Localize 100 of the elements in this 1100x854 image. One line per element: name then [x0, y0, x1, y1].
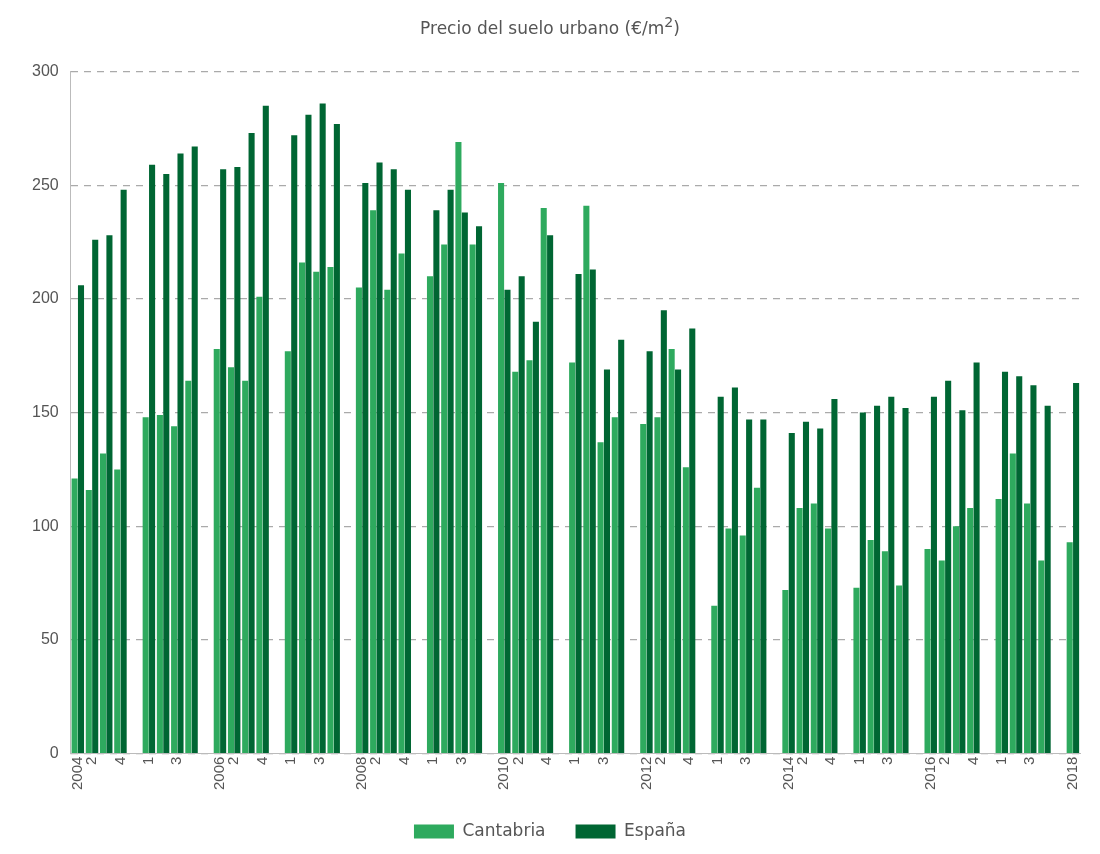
- bar: [433, 210, 440, 754]
- bar: [163, 173, 170, 754]
- bar: [938, 560, 945, 754]
- bar: [455, 142, 462, 754]
- bar: [92, 239, 99, 754]
- bar: [120, 189, 127, 754]
- x-tick-label: 1: [991, 756, 1009, 765]
- bar: [930, 396, 937, 754]
- bar: [398, 253, 405, 754]
- bar: [100, 453, 107, 754]
- x-tick-label: 3: [167, 756, 185, 765]
- bar: [191, 146, 198, 754]
- x-tick-label: 3: [309, 756, 327, 765]
- bar: [874, 405, 881, 754]
- bar: [788, 433, 795, 754]
- bar: [1009, 453, 1016, 754]
- bar: [512, 371, 519, 754]
- bar: [973, 362, 980, 754]
- bar: [1038, 560, 1045, 754]
- bar: [583, 205, 590, 754]
- x-tick-label: 1: [281, 756, 299, 765]
- bar: [333, 123, 340, 754]
- x-tick-label: 4: [394, 756, 412, 765]
- bar: [327, 267, 334, 754]
- x-tick-label: 2018: [1063, 756, 1081, 791]
- bar: [461, 212, 468, 754]
- y-tick-label: 250: [31, 175, 59, 193]
- bar: [725, 528, 732, 754]
- bar: [242, 380, 249, 754]
- bar: [262, 105, 269, 754]
- bar: [370, 210, 377, 754]
- x-tick-label: 4: [252, 756, 270, 765]
- bar: [853, 587, 860, 754]
- bar: [426, 276, 434, 754]
- bar: [227, 367, 235, 754]
- x-tick-label: 1: [565, 756, 583, 765]
- x-tick-label: 2: [82, 756, 100, 765]
- bar: [746, 419, 753, 754]
- bar: [824, 528, 832, 754]
- bar: [476, 226, 483, 754]
- bar: [611, 417, 618, 754]
- x-tick-label: 2016: [920, 756, 938, 791]
- bar: [106, 235, 113, 754]
- x-tick-label: 2004: [67, 756, 85, 791]
- bar: [248, 132, 255, 754]
- bar: [782, 589, 789, 754]
- bar: [711, 605, 718, 754]
- x-tick-label: 4: [537, 756, 555, 765]
- bar: [1044, 405, 1051, 754]
- x-tick-label: 4: [821, 756, 839, 765]
- y-tick-label: 300: [31, 62, 59, 80]
- bar: [902, 408, 909, 754]
- bar: [1030, 385, 1037, 754]
- bar: [441, 244, 448, 754]
- x-tick-label: 4: [679, 756, 697, 765]
- bar: [220, 169, 227, 754]
- x-tick-label: 1: [423, 756, 441, 765]
- bar: [654, 417, 661, 754]
- bar: [114, 469, 121, 754]
- bar: [313, 271, 320, 754]
- bar: [717, 396, 724, 754]
- legend-label: España: [624, 819, 687, 840]
- x-tick-label: 3: [878, 756, 896, 765]
- bar: [597, 442, 604, 754]
- bar: [802, 421, 810, 754]
- bar: [731, 387, 738, 754]
- bar: [77, 285, 85, 754]
- bar: [185, 380, 192, 754]
- bar: [504, 289, 511, 754]
- bar: [945, 380, 952, 754]
- bar: [469, 244, 476, 754]
- bar: [1066, 542, 1073, 754]
- y-tick-label: 150: [31, 403, 59, 421]
- bar: [682, 467, 689, 754]
- bar: [526, 360, 533, 754]
- x-tick-label: 1: [849, 756, 867, 765]
- bar: [498, 183, 505, 754]
- bar: [547, 235, 554, 754]
- bar: [1024, 503, 1031, 754]
- bar: [540, 208, 547, 754]
- x-tick-label: 1: [139, 756, 157, 765]
- bar: [867, 539, 874, 754]
- bar: [177, 153, 184, 754]
- x-tick-label: 3: [593, 756, 611, 765]
- bar: [171, 426, 178, 754]
- bar: [355, 287, 362, 754]
- bar: [1073, 383, 1080, 754]
- bar: [952, 526, 960, 754]
- bar: [810, 503, 817, 754]
- bar: [71, 478, 78, 754]
- bar: [589, 269, 596, 754]
- x-tick-label: 4: [963, 756, 981, 765]
- bar: [640, 423, 647, 754]
- bar: [284, 351, 291, 754]
- bar: [668, 348, 675, 754]
- bar: [404, 189, 411, 754]
- bar: [291, 135, 298, 754]
- bar: [376, 162, 383, 754]
- bar: [362, 183, 369, 754]
- x-tick-label: 3: [451, 756, 469, 765]
